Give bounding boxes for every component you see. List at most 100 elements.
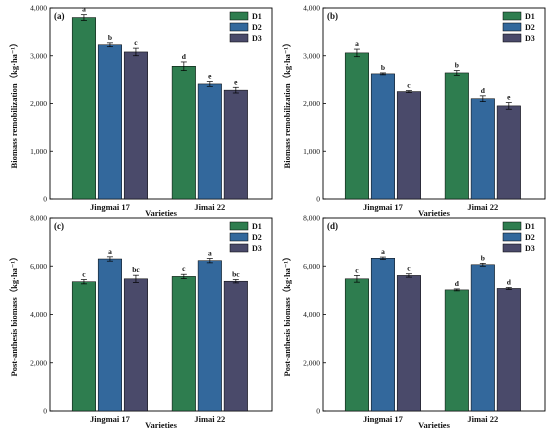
legend-label-d1: D1 bbox=[525, 12, 535, 21]
bar-d3 bbox=[496, 288, 521, 412]
legend-swatch-d1 bbox=[229, 221, 249, 231]
chart-panel-a: 0 1,000 2,000 3,000 4,000 a b c Jingmai 17 d e e Jim… bbox=[9, 4, 273, 218]
legend-swatch-d1 bbox=[502, 11, 522, 21]
y-tick-label: 0 bbox=[316, 407, 320, 416]
y-tick-label: 6,000 bbox=[30, 262, 47, 271]
x-axis-title: Varieties bbox=[418, 420, 450, 430]
y-axis-title: Post-anthesis biomass（kg·ha⁻¹） bbox=[282, 253, 292, 377]
significance-label: b bbox=[381, 63, 385, 72]
bar-d1 bbox=[71, 281, 96, 412]
bar-d1 bbox=[344, 52, 369, 200]
y-tick-label: 2,000 bbox=[303, 358, 320, 367]
significance-label: b bbox=[108, 33, 112, 42]
legend-label-d3: D3 bbox=[252, 34, 262, 43]
y-tick-label: 2,000 bbox=[30, 358, 47, 367]
bar-d1 bbox=[344, 278, 369, 412]
significance-label: a bbox=[108, 247, 112, 256]
y-tick-label: 0 bbox=[316, 195, 320, 204]
bar-d3 bbox=[396, 91, 421, 200]
y-tick-label: 2,000 bbox=[30, 99, 47, 108]
bar-d3 bbox=[223, 89, 248, 200]
y-axis-title: Biomass remobilization（kg·ha⁻¹） bbox=[282, 39, 292, 169]
significance-label: d bbox=[182, 52, 187, 61]
bar-d2 bbox=[370, 73, 395, 200]
y-tick-label: 1,000 bbox=[303, 147, 320, 156]
bar-d2 bbox=[470, 264, 495, 412]
y-tick-label: 4,000 bbox=[30, 4, 47, 13]
bar-d2 bbox=[197, 83, 222, 200]
legend-label-d2: D2 bbox=[252, 23, 262, 32]
bar-d1 bbox=[171, 276, 196, 412]
significance-label: e bbox=[234, 77, 238, 86]
x-axis-title: Varieties bbox=[145, 420, 177, 430]
y-tick-label: 3,000 bbox=[30, 51, 47, 60]
bar-d1 bbox=[171, 66, 196, 200]
y-tick-label: 6,000 bbox=[303, 262, 320, 271]
y-tick-label: 4,000 bbox=[303, 310, 320, 319]
x-axis-title: Varieties bbox=[145, 208, 177, 218]
legend-swatch-d2 bbox=[502, 232, 522, 242]
bar-d2 bbox=[197, 260, 222, 412]
legend-label-d1: D1 bbox=[525, 222, 535, 231]
chart-panel-b: 0 1,000 2,000 3,000 4,000 a b c Jingmai 17 b d e Jim… bbox=[282, 4, 546, 218]
bar-d2 bbox=[97, 44, 122, 200]
legend-swatch-d3 bbox=[502, 243, 522, 253]
x-category-label: Jimai 22 bbox=[467, 202, 498, 212]
y-tick-label: 3,000 bbox=[303, 51, 320, 60]
legend-swatch-d1 bbox=[502, 221, 522, 231]
significance-label: c bbox=[355, 265, 359, 274]
legend-label-d2: D2 bbox=[252, 233, 262, 242]
significance-label: c bbox=[182, 264, 186, 273]
panel-label: (c) bbox=[54, 221, 64, 231]
x-category-label: Jingmai 17 bbox=[363, 202, 404, 212]
panel-label: (b) bbox=[327, 11, 338, 21]
significance-label: d bbox=[507, 277, 512, 286]
bar-d3 bbox=[496, 105, 521, 200]
y-tick-label: 1,000 bbox=[30, 147, 47, 156]
bar-d3 bbox=[223, 280, 248, 412]
bar-d3 bbox=[123, 278, 148, 412]
y-axis-title: Post-anthesis biomass（kg·ha⁻¹） bbox=[9, 253, 19, 377]
legend-label-d3: D3 bbox=[525, 244, 535, 253]
bar-d3 bbox=[396, 275, 421, 412]
significance-label: c bbox=[407, 81, 411, 90]
significance-label: a bbox=[381, 247, 385, 256]
significance-label: bc bbox=[232, 270, 240, 279]
x-category-label: Jimai 22 bbox=[467, 414, 498, 424]
significance-label: e bbox=[507, 93, 511, 102]
significance-label: a bbox=[208, 249, 212, 258]
bar-d1 bbox=[444, 289, 469, 412]
significance-label: b bbox=[455, 61, 459, 70]
bar-d2 bbox=[370, 258, 395, 412]
legend-swatch-d1 bbox=[229, 11, 249, 21]
y-tick-label: 8,000 bbox=[30, 214, 47, 223]
legend-label-d2: D2 bbox=[525, 23, 535, 32]
panel-label: (a) bbox=[54, 11, 65, 21]
y-tick-label: 4,000 bbox=[30, 310, 47, 319]
chart-panel-d: 0 2,000 4,000 6,000 8,000 c a c Jingmai 17 d b d Jim… bbox=[282, 214, 546, 430]
legend-swatch-d2 bbox=[502, 22, 522, 32]
x-category-label: Jingmai 17 bbox=[363, 414, 404, 424]
legend-label-d3: D3 bbox=[525, 34, 535, 43]
legend-swatch-d2 bbox=[229, 22, 249, 32]
significance-label: d bbox=[455, 279, 460, 288]
x-axis-title: Varieties bbox=[418, 208, 450, 218]
y-tick-label: 0 bbox=[43, 195, 47, 204]
bar-d2 bbox=[97, 258, 122, 412]
significance-label: a bbox=[82, 5, 86, 14]
y-tick-label: 2,000 bbox=[303, 99, 320, 108]
legend-label-d1: D1 bbox=[252, 12, 262, 21]
significance-label: a bbox=[355, 39, 359, 48]
legend-label-d2: D2 bbox=[525, 233, 535, 242]
bar-d2 bbox=[470, 98, 495, 200]
bar-d1 bbox=[71, 17, 96, 200]
y-tick-label: 8,000 bbox=[303, 214, 320, 223]
panel-label: (d) bbox=[327, 221, 338, 231]
y-axis-title: Biomass remobilization（kg·ha⁻¹） bbox=[9, 39, 19, 169]
y-tick-label: 0 bbox=[43, 407, 47, 416]
bar-d1 bbox=[444, 72, 469, 200]
legend-swatch-d3 bbox=[502, 33, 522, 43]
chart-panel-c: 0 2,000 4,000 6,000 8,000 c a bc Jingmai 17 c a bc J… bbox=[9, 214, 273, 430]
legend-swatch-d3 bbox=[229, 243, 249, 253]
